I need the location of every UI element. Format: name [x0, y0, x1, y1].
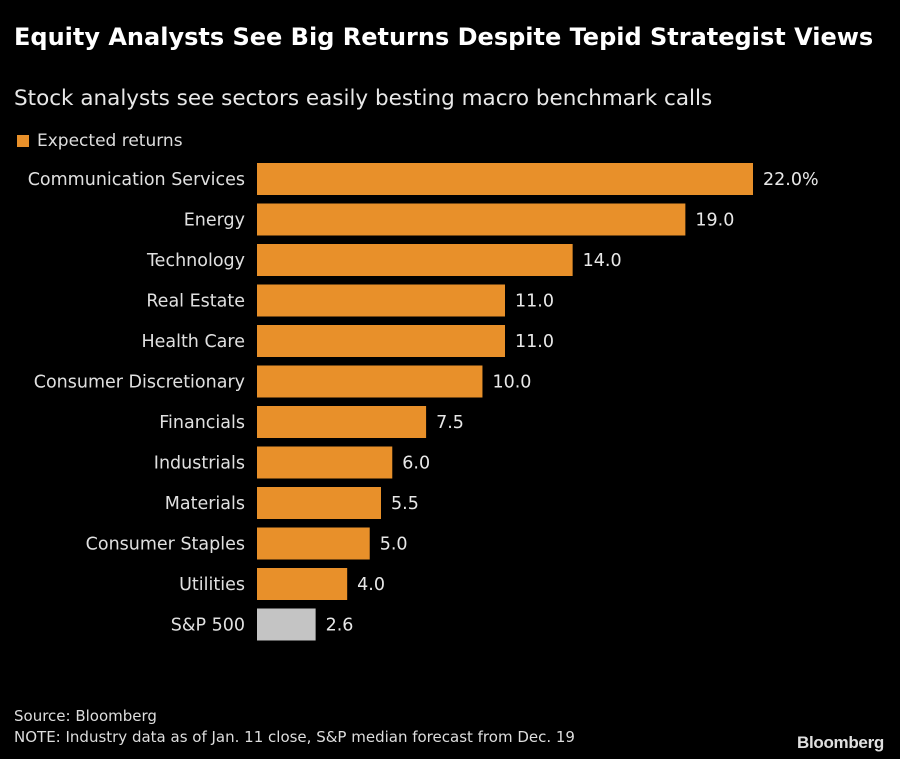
legend-label: Expected returns: [37, 131, 183, 151]
footer: Source: Bloomberg NOTE: Industry data as…: [14, 706, 575, 748]
chart-title: Equity Analysts See Big Returns Despite …: [14, 23, 874, 51]
value-label: 7.5: [436, 413, 464, 433]
bar: [257, 284, 505, 317]
category-label: Financials: [159, 413, 245, 433]
value-label: 11.0: [515, 292, 554, 312]
category-label: Real Estate: [146, 292, 245, 312]
value-label: 19.0: [695, 211, 734, 231]
category-label: Technology: [146, 251, 245, 271]
value-label: 11.0: [515, 332, 554, 352]
category-label: Consumer Staples: [86, 535, 245, 555]
source-text: Source: Bloomberg: [14, 707, 157, 725]
category-label: Communication Services: [28, 170, 245, 190]
bar: [257, 487, 381, 519]
category-label: Materials: [165, 494, 245, 514]
chart-subtitle: Stock analysts see sectors easily bestin…: [14, 86, 713, 111]
value-label: 4.0: [357, 575, 385, 595]
bar: [257, 568, 348, 600]
bar: [257, 365, 483, 398]
value-label: 6.0: [402, 454, 430, 474]
category-label: Industrials: [154, 454, 245, 474]
value-label: 10.0: [492, 373, 531, 393]
bar: [257, 446, 393, 479]
value-label: 5.0: [380, 535, 408, 555]
bar: [257, 325, 505, 357]
bar: [257, 527, 370, 560]
category-label: Consumer Discretionary: [34, 373, 245, 393]
bloomberg-logo: Bloomberg: [796, 733, 884, 752]
bar: [257, 203, 686, 236]
note-text: NOTE: Industry data as of Jan. 11 close,…: [14, 728, 575, 746]
legend: Expected returns: [17, 131, 183, 151]
legend-swatch: [17, 135, 29, 147]
bar: [257, 406, 427, 438]
category-label: Utilities: [179, 575, 245, 595]
category-label: Energy: [184, 211, 245, 231]
value-label: 14.0: [583, 251, 622, 271]
bar: [257, 244, 573, 276]
value-label: 2.6: [326, 616, 354, 636]
value-label: 22.0%: [763, 170, 819, 190]
category-label: S&P 500: [171, 616, 245, 636]
bar: [257, 608, 316, 641]
value-label: 5.5: [391, 494, 419, 514]
bar: [257, 163, 753, 195]
category-label: Health Care: [141, 332, 245, 352]
